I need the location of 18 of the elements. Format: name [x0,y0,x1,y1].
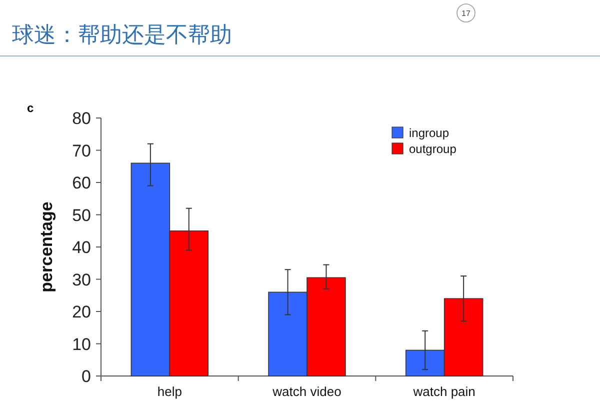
title: 球迷：帮助还是不帮助 [12,22,232,47]
y-tick-label: 40 [72,238,91,257]
y-tick-label: 20 [72,302,91,322]
x-tick-label: help [157,384,182,399]
y-tick-label: 30 [72,270,91,290]
text: 17 [462,9,471,18]
y-tick-label: 0 [82,367,91,386]
legend-label: outgroup [409,142,457,156]
y-axis-title: percentage [37,202,56,292]
legend-label: ingroup [409,126,450,140]
y-tick-label: 60 [72,174,91,192]
x-tick-label: watch pain [412,384,476,399]
text: c [27,101,34,115]
x-tick-label: watch video [272,384,342,399]
y-tick-label: 10 [72,334,91,354]
y-tick-label: 80 [72,109,91,128]
y-tick-label: 70 [72,141,91,160]
y-tick-label: 50 [72,206,91,225]
